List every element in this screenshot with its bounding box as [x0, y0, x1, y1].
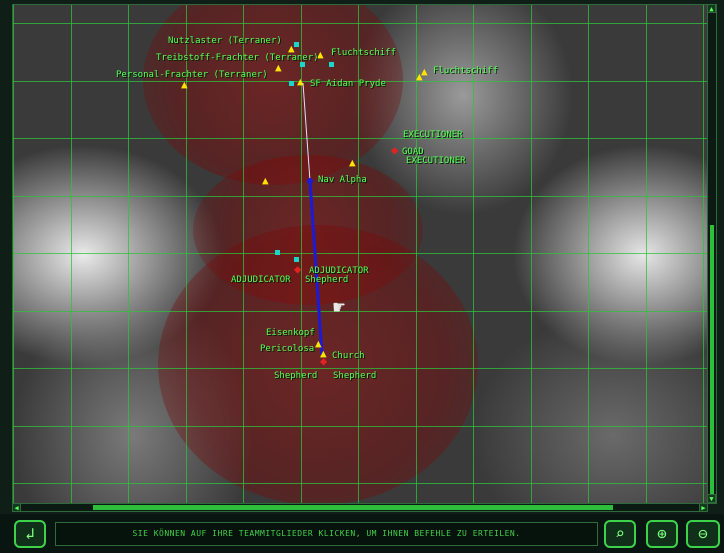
waypoint-icon[interactable]	[300, 62, 305, 67]
label-pericolosa: Pericolosa	[260, 344, 315, 354]
scroll-down-button[interactable]: ▼	[707, 494, 716, 503]
horizontal-scroll-thumb[interactable]	[93, 505, 613, 510]
label-eisenkopf: Eisenkopf	[266, 328, 315, 338]
label-executioner-2: EXECUTIONER	[406, 156, 466, 166]
yellow-ship-icon[interactable]: ▲	[320, 347, 327, 360]
label-nav-alpha: Nav Alpha	[318, 175, 367, 185]
zoom-search-icon: ⌕	[615, 524, 625, 543]
horizontal-scrollbar[interactable]: ◀ ▶	[12, 503, 708, 512]
return-arrow-icon: ↲	[25, 524, 35, 543]
label-personal-frachter: Personal-Frachter (Terraner)	[116, 70, 268, 80]
yellow-ship-icon[interactable]: ▲	[349, 156, 356, 169]
label-adjudicator-1: ADJUDICATOR	[309, 266, 369, 276]
waypoint-icon[interactable]	[294, 257, 299, 262]
label-nutzlaster: Nutzlaster (Terraner)	[168, 36, 282, 46]
yellow-ship-icon[interactable]: ▲	[297, 75, 304, 88]
back-button[interactable]: ↲	[14, 520, 46, 548]
label-fluchtschiff-1: Fluchtschiff	[331, 48, 397, 58]
zoom-out-icon: ⊖	[698, 524, 708, 543]
zoom-out-button[interactable]: ⊖	[686, 520, 720, 548]
yellow-ship-icon[interactable]: ▲	[262, 174, 269, 187]
waypoint-icon[interactable]	[275, 250, 280, 255]
vertical-scrollbar[interactable]: ▲ ▼	[707, 4, 717, 504]
map-grid	[13, 5, 707, 503]
scroll-right-button[interactable]: ▶	[699, 503, 708, 512]
yellow-ship-icon[interactable]: ▲	[421, 65, 428, 78]
vertical-scroll-thumb[interactable]	[710, 225, 714, 500]
label-adjudicator-2: ADJUDICATOR	[231, 275, 291, 285]
red-ship-icon[interactable]: ◆	[320, 354, 328, 368]
zoom-in-button[interactable]: ⊕	[646, 520, 678, 548]
label-shepherd-2: Shepherd	[333, 371, 377, 381]
label-shepherd-top: Shepherd	[305, 275, 349, 285]
zoom-fit-button[interactable]: ⌕	[604, 520, 636, 548]
scroll-up-button[interactable]: ▲	[707, 4, 716, 13]
label-aidan-pryde: SF Aidan Pryde	[310, 79, 386, 89]
yellow-ship-icon[interactable]: ▲	[288, 42, 295, 55]
label-goad: GOAD	[402, 147, 424, 157]
bottom-toolbar: ↲ SIE KÖNNEN AUF IHRE TEAMMITGLIEDER KLI…	[0, 514, 724, 553]
tactical-map[interactable]: ▲ ▲ ▲ ▲ ▲ ▲ ▲ ▲ ▲ ▲ ▲ ◆ ◆ ◆ ☛ Nutzlaster…	[12, 4, 708, 504]
label-treibstoff-frachter: Treibstoff-Frachter (Terraner)	[156, 53, 319, 63]
label-church: Church	[332, 351, 365, 361]
status-message: SIE KÖNNEN AUF IHRE TEAMMITGLIEDER KLICK…	[55, 522, 598, 546]
zoom-in-icon: ⊕	[657, 524, 667, 543]
yellow-ship-icon[interactable]: ▲	[317, 48, 324, 61]
label-executioner-1: EXECUTIONER	[403, 130, 463, 140]
scroll-left-button[interactable]: ◀	[12, 503, 21, 512]
hand-cursor-icon: ☛	[333, 295, 346, 319]
waypoint-icon[interactable]	[294, 42, 299, 47]
label-fluchtschiff-2: Fluchtschiff	[433, 66, 499, 76]
waypoint-icon[interactable]	[329, 62, 334, 67]
yellow-ship-icon[interactable]: ▲	[275, 61, 282, 74]
red-ship-icon[interactable]: ◆	[391, 143, 399, 157]
yellow-ship-icon[interactable]: ▲	[416, 70, 423, 83]
waypoint-icon[interactable]	[289, 81, 294, 86]
yellow-ship-icon[interactable]: ▲	[315, 337, 322, 350]
red-ship-icon[interactable]: ◆	[294, 262, 302, 276]
yellow-ship-icon[interactable]: ▲	[181, 78, 188, 91]
label-shepherd-1: Shepherd	[274, 371, 318, 381]
